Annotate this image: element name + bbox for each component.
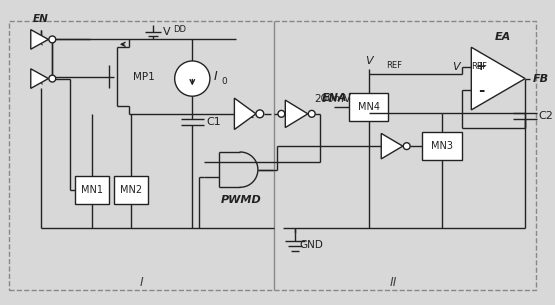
Circle shape [49,75,56,82]
Polygon shape [234,98,256,130]
Text: EA: EA [495,32,511,42]
Text: C2: C2 [539,111,554,121]
Bar [114,177,148,204]
Text: +: + [476,60,486,73]
Text: FB: FB [533,74,549,84]
Text: C1: C1 [206,117,221,127]
Polygon shape [31,69,48,88]
Polygon shape [31,30,48,49]
Text: REF: REF [386,61,402,70]
Text: MP1: MP1 [133,72,154,82]
Polygon shape [285,100,308,127]
Circle shape [256,110,264,118]
Text: V: V [163,27,170,37]
Text: II: II [389,276,397,289]
Text: EN: EN [33,14,48,24]
Text: ENA: ENA [321,93,347,103]
Text: REF: REF [471,62,487,71]
Text: 0: 0 [221,77,228,86]
Text: GND: GND [299,240,323,250]
Text: V: V [365,56,372,66]
Circle shape [403,143,410,149]
Text: 200mV: 200mV [315,94,351,104]
Text: -: - [478,83,485,98]
Bar [349,93,388,121]
Circle shape [278,110,285,117]
Circle shape [49,36,56,43]
Text: MN3: MN3 [431,141,453,151]
Polygon shape [381,133,403,159]
Polygon shape [471,47,525,110]
Circle shape [309,110,315,117]
Text: MN4: MN4 [357,102,380,112]
Text: MN1: MN1 [81,185,103,195]
Bar [75,177,109,204]
Text: MN2: MN2 [120,185,142,195]
Text: DD: DD [173,24,186,34]
Text: I: I [139,276,143,289]
Circle shape [175,61,210,96]
Bar [422,132,462,160]
Text: I: I [214,70,218,83]
Text: V: V [452,62,460,72]
Text: PWMD: PWMD [221,195,261,205]
